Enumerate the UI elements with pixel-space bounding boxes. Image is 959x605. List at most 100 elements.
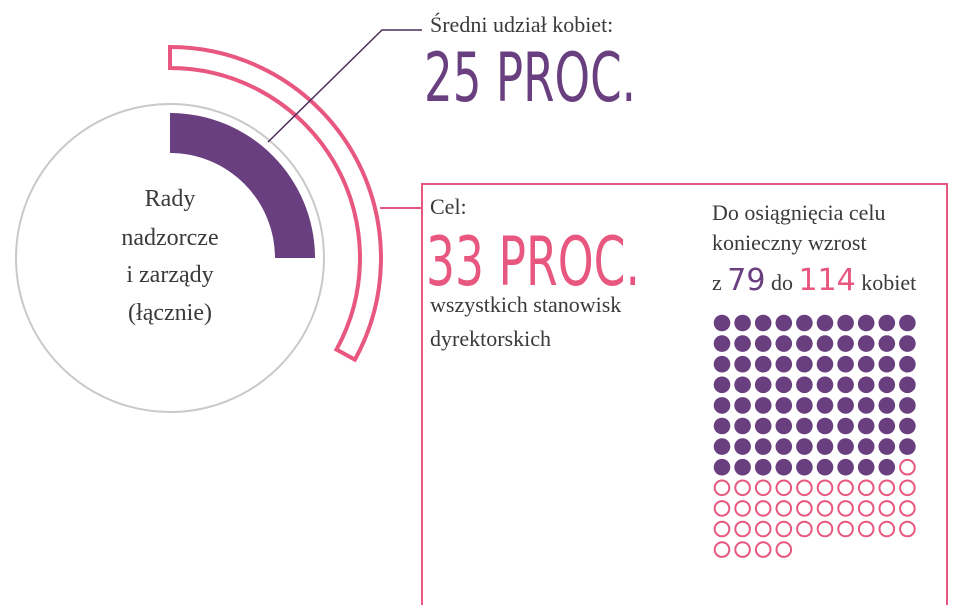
filled-dot <box>734 458 751 476</box>
filled-dot <box>837 314 854 332</box>
center-label: i zarządy <box>126 262 213 288</box>
growth-to: 114 <box>798 263 855 298</box>
filled-dot <box>857 355 875 373</box>
empty-dot <box>816 520 834 538</box>
filled-dot <box>713 335 731 352</box>
empty-dot <box>816 479 834 497</box>
filled-dot <box>816 417 834 435</box>
filled-dot <box>775 438 793 455</box>
filled-dot <box>734 438 751 455</box>
filled-dot <box>857 314 875 332</box>
empty-dot <box>754 541 772 558</box>
filled-dot <box>837 417 854 435</box>
filled-dot <box>754 314 772 332</box>
growth-text: konieczny wzrost <box>712 230 867 255</box>
filled-dot <box>878 438 896 455</box>
filled-dot <box>713 314 731 332</box>
filled-dot <box>899 376 916 394</box>
growth-from: 79 <box>727 263 765 298</box>
filled-dot <box>775 355 793 373</box>
filled-dot <box>754 335 772 352</box>
base-circle <box>15 103 325 413</box>
filled-dot <box>878 417 896 435</box>
filled-dot <box>878 314 896 332</box>
filled-dot <box>734 417 751 435</box>
filled-dot <box>837 397 854 414</box>
empty-dot <box>754 520 772 538</box>
filled-dot <box>878 355 896 373</box>
filled-dot <box>899 438 916 455</box>
filled-dot <box>775 417 793 435</box>
filled-dot <box>796 458 813 476</box>
empty-dot <box>713 500 731 517</box>
filled-dot <box>837 458 854 476</box>
filled-dot <box>796 438 813 455</box>
filled-dot <box>857 335 875 352</box>
empty-dot <box>899 479 916 497</box>
empty-dot <box>796 520 813 538</box>
filled-dot <box>816 397 834 414</box>
filled-dot <box>816 376 834 394</box>
empty-dot <box>899 500 916 517</box>
filled-dot <box>899 417 916 435</box>
empty-dot <box>713 541 731 558</box>
filled-dot <box>857 458 875 476</box>
empty-dot <box>878 479 896 497</box>
leader-line <box>267 29 422 143</box>
target-label: Cel: <box>430 194 467 219</box>
empty-dot <box>713 479 731 497</box>
filled-dot <box>775 335 793 352</box>
empty-dot <box>878 520 896 538</box>
empty-dot <box>816 500 834 517</box>
growth-text: Do osiągnięcia celu <box>712 200 886 225</box>
filled-dot <box>796 417 813 435</box>
filled-dot <box>734 376 751 394</box>
filled-dot <box>796 335 813 352</box>
filled-dot <box>796 355 813 373</box>
target-box <box>421 183 948 605</box>
growth-prefix: z <box>712 270 722 295</box>
filled-dot <box>713 355 731 373</box>
filled-dot <box>713 376 731 394</box>
target-description: wszystkich stanowisk <box>430 292 621 317</box>
center-label: Rady <box>145 186 196 212</box>
empty-dot <box>857 479 875 497</box>
empty-dot <box>734 541 751 558</box>
filled-dot <box>775 314 793 332</box>
filled-dot <box>816 458 834 476</box>
filled-dot <box>775 397 793 414</box>
average-value: 25 PROC. <box>424 39 636 118</box>
filled-dot <box>857 376 875 394</box>
filled-dot <box>713 417 731 435</box>
filled-dot <box>816 438 834 455</box>
filled-dot <box>857 397 875 414</box>
filled-dot <box>837 376 854 394</box>
dot-grid <box>713 314 916 558</box>
growth-line: z 79 do 114 kobiet <box>712 263 916 298</box>
empty-dot <box>775 520 793 538</box>
filled-dot <box>899 397 916 414</box>
empty-dot <box>857 520 875 538</box>
filled-dot <box>734 335 751 352</box>
empty-dot <box>899 458 916 476</box>
filled-dot <box>713 397 731 414</box>
empty-dot <box>775 541 793 558</box>
filled-dot <box>816 335 834 352</box>
empty-dot <box>796 479 813 497</box>
average-arc <box>170 113 315 258</box>
filled-dot <box>775 458 793 476</box>
filled-dot <box>816 355 834 373</box>
growth-prefix: do <box>771 270 793 295</box>
empty-dot <box>734 520 751 538</box>
empty-dot <box>899 520 916 538</box>
filled-dot <box>837 355 854 373</box>
growth-suffix: kobiet <box>861 270 916 295</box>
filled-dot <box>837 438 854 455</box>
filled-dot <box>796 397 813 414</box>
empty-dot <box>796 500 813 517</box>
filled-dot <box>857 417 875 435</box>
filled-dot <box>899 355 916 373</box>
arcs <box>168 44 383 363</box>
average-label: Średni udział kobiet: <box>430 12 613 37</box>
